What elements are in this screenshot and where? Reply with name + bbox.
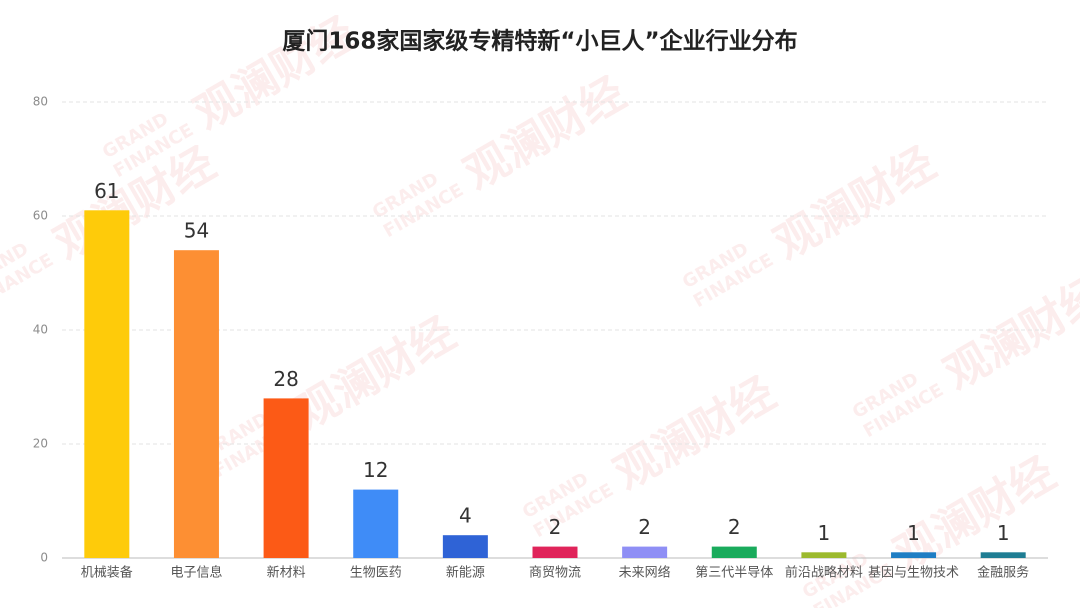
x-tick-label: 生物医药 (350, 566, 402, 581)
watermark-text: 观澜财经 (766, 138, 944, 270)
watermark-text: 观澜财经 (936, 268, 1080, 400)
data-label: 61 (94, 179, 119, 203)
x-tick-label: 基因与生物技术 (868, 566, 959, 581)
x-tick-label: 前沿战略材料 (785, 565, 863, 581)
watermark-text: 观澜财经 (886, 448, 1064, 580)
x-tick-label: 电子信息 (170, 565, 222, 581)
y-tick-label: 60 (33, 209, 48, 223)
x-tick-label: 新材料 (267, 565, 306, 581)
bar (622, 546, 668, 558)
y-tick-label: 20 (33, 437, 48, 451)
bar (173, 250, 219, 558)
x-tick-label: 机械装备 (81, 565, 133, 581)
data-label: 1 (997, 521, 1010, 545)
bar (980, 552, 1026, 558)
watermark-text: 观澜财经 (456, 68, 634, 200)
bar (801, 552, 847, 558)
chart-title: 厦门168家国家级专精特新“小巨人”企业行业分布 (282, 28, 797, 55)
watermark-text: 观澜财经 (606, 368, 784, 500)
data-label: 4 (459, 504, 472, 528)
bar (84, 210, 130, 559)
x-tick-label: 未来网络 (619, 565, 671, 581)
x-tick-label: 金融服务 (977, 565, 1029, 581)
data-label: 54 (184, 219, 209, 243)
data-label: 1 (818, 521, 831, 545)
x-tick-label: 第三代半导体 (695, 566, 773, 581)
y-tick-label: 40 (33, 323, 48, 337)
data-label: 28 (273, 367, 298, 391)
y-tick-label: 0 (40, 551, 48, 565)
data-label: 12 (363, 458, 388, 482)
bar (263, 398, 309, 558)
x-tick-label: 新能源 (446, 565, 485, 581)
data-label: 2 (728, 515, 741, 539)
data-label: 2 (638, 515, 651, 539)
bar (891, 552, 937, 558)
data-label: 2 (549, 515, 562, 539)
x-tick-label: 商贸物流 (529, 566, 581, 581)
watermark-text: 观澜财经 (286, 308, 464, 440)
bar (442, 535, 488, 558)
bar (711, 546, 757, 558)
y-tick-label: 80 (33, 95, 48, 109)
bar (353, 489, 399, 558)
data-label: 1 (907, 521, 920, 545)
bar (532, 546, 578, 558)
